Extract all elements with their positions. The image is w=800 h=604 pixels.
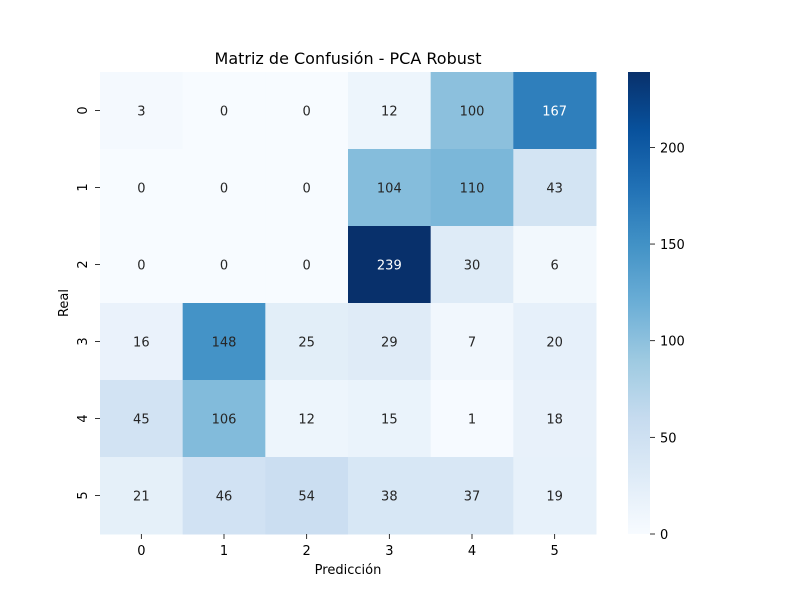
cell-value-label: 12 bbox=[298, 413, 315, 428]
x-tick-label: 0 bbox=[137, 544, 145, 559]
x-tick-label: 3 bbox=[385, 544, 393, 559]
heatmap-cell bbox=[513, 380, 597, 458]
colorbar-tick-label: 50 bbox=[660, 431, 677, 446]
cell-value-label: 148 bbox=[212, 336, 237, 351]
cell-value-label: 6 bbox=[551, 259, 559, 274]
heatmap-cell bbox=[430, 149, 514, 227]
x-tick-label: 5 bbox=[551, 544, 559, 559]
cell-value-label: 106 bbox=[212, 413, 237, 428]
heatmap-cell bbox=[100, 303, 184, 381]
cell-value-label: 0 bbox=[220, 105, 228, 120]
heatmap-cell bbox=[100, 380, 184, 458]
cell-value-label: 104 bbox=[377, 182, 402, 197]
y-tick-label: 2 bbox=[76, 260, 91, 268]
cell-value-label: 0 bbox=[220, 259, 228, 274]
heatmap-cell bbox=[265, 457, 349, 535]
y-axis-label: Real bbox=[57, 289, 72, 317]
heatmap-cell bbox=[513, 457, 597, 535]
heatmap-cell bbox=[182, 303, 266, 381]
heatmap-cell bbox=[100, 149, 184, 227]
cell-value-label: 0 bbox=[303, 182, 311, 197]
cell-value-label: 16 bbox=[133, 336, 150, 351]
cell-value-label: 3 bbox=[137, 105, 145, 120]
heatmap-cell bbox=[182, 226, 266, 304]
cell-value-label: 0 bbox=[137, 182, 145, 197]
heatmap-cell bbox=[430, 380, 514, 458]
cell-value-label: 0 bbox=[220, 182, 228, 197]
cell-value-label: 110 bbox=[460, 182, 485, 197]
cell-value-label: 29 bbox=[381, 336, 398, 351]
chart-title: Matriz de Confusión - PCA Robust bbox=[215, 49, 482, 68]
colorbar-tick-label: 100 bbox=[660, 335, 685, 350]
cell-value-label: 25 bbox=[298, 336, 315, 351]
heatmap-cell bbox=[265, 72, 349, 150]
heatmap-cell bbox=[182, 149, 266, 227]
x-tick-label: 2 bbox=[303, 544, 311, 559]
cell-value-label: 38 bbox=[381, 490, 398, 505]
x-axis: 0 1 2 3 4 5 bbox=[137, 534, 559, 559]
heatmap-cell bbox=[430, 303, 514, 381]
cell-value-label: 18 bbox=[546, 413, 563, 428]
cell-value-label: 0 bbox=[303, 105, 311, 120]
colorbar-tick-label: 200 bbox=[660, 141, 685, 156]
heatmap-cell bbox=[100, 226, 184, 304]
x-tick-label: 4 bbox=[468, 544, 476, 559]
cell-value-label: 167 bbox=[542, 105, 567, 120]
heatmap-cell bbox=[513, 149, 597, 227]
heatmap-cell bbox=[182, 72, 266, 150]
colorbar-tick-label: 150 bbox=[660, 238, 685, 253]
heatmap-cell bbox=[430, 226, 514, 304]
y-tick-label: 5 bbox=[76, 491, 91, 499]
colorbar-tick-label: 0 bbox=[660, 528, 668, 543]
cell-value-label: 45 bbox=[133, 413, 150, 428]
cell-value-label: 0 bbox=[303, 259, 311, 274]
cell-value-label: 46 bbox=[216, 490, 233, 505]
heatmap-cell bbox=[265, 149, 349, 227]
heatmap-cell bbox=[100, 457, 184, 535]
heatmap-cell bbox=[265, 226, 349, 304]
heatmap-cell bbox=[348, 380, 432, 458]
heatmap-cell bbox=[182, 380, 266, 458]
cell-value-label: 7 bbox=[468, 336, 476, 351]
heatmap-cell bbox=[182, 457, 266, 535]
colorbar-gradient bbox=[628, 72, 650, 534]
heatmap-cell bbox=[430, 72, 514, 150]
cell-value-label: 20 bbox=[546, 336, 563, 351]
heatmap-cell bbox=[100, 72, 184, 150]
x-tick-label: 1 bbox=[220, 544, 228, 559]
y-axis: 0 1 2 3 4 5 bbox=[76, 106, 100, 500]
heatmap-cell bbox=[348, 149, 432, 227]
colorbar: 0 50 100 150 200 bbox=[628, 72, 685, 543]
cell-value-label: 21 bbox=[133, 490, 150, 505]
y-tick-label: 4 bbox=[76, 414, 91, 422]
heatmap-cell bbox=[513, 303, 597, 381]
cell-value-label: 100 bbox=[460, 105, 485, 120]
cell-value-label: 15 bbox=[381, 413, 398, 428]
cell-value-label: 37 bbox=[464, 490, 481, 505]
heatmap-cell bbox=[513, 226, 597, 304]
heatmap-cell bbox=[430, 457, 514, 535]
cell-value-label: 19 bbox=[546, 490, 563, 505]
heatmap-cell bbox=[265, 303, 349, 381]
heatmap-cell bbox=[513, 72, 597, 150]
cell-value-label: 54 bbox=[298, 490, 315, 505]
y-tick-label: 3 bbox=[76, 337, 91, 345]
heatmap-cell bbox=[348, 303, 432, 381]
heatmap-cell bbox=[265, 380, 349, 458]
heatmap-cell bbox=[348, 226, 432, 304]
cell-value-label: 1 bbox=[468, 413, 476, 428]
y-tick-label: 1 bbox=[76, 183, 91, 191]
x-axis-label: Predicción bbox=[315, 563, 382, 578]
cell-value-label: 239 bbox=[377, 259, 402, 274]
heatmap-cell bbox=[348, 72, 432, 150]
heatmap-cell bbox=[348, 457, 432, 535]
cell-value-label: 0 bbox=[137, 259, 145, 274]
y-tick-label: 0 bbox=[76, 106, 91, 114]
cell-value-label: 12 bbox=[381, 105, 398, 120]
cell-value-label: 30 bbox=[464, 259, 481, 274]
cell-value-label: 43 bbox=[546, 182, 563, 197]
